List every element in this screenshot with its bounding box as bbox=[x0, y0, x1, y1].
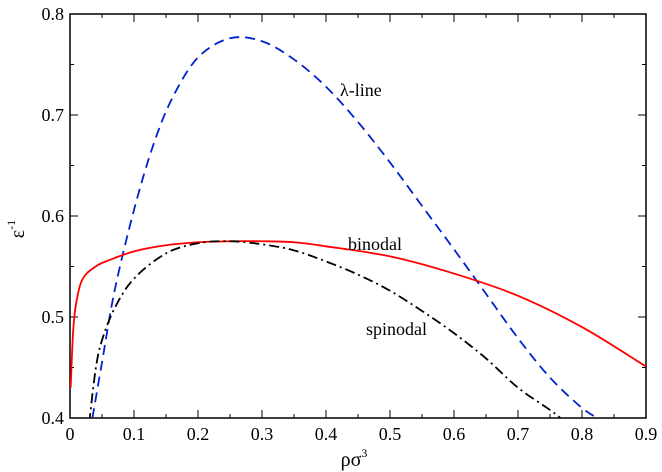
x-tick-label: 0.5 bbox=[379, 424, 402, 444]
x-tick-label: 0.7 bbox=[507, 424, 530, 444]
x-tick-label: 0.1 bbox=[123, 424, 146, 444]
x-tick-label: 0.6 bbox=[443, 424, 466, 444]
x-tick-label: 0.3 bbox=[251, 424, 274, 444]
x-tick-label: 0.4 bbox=[315, 424, 338, 444]
x-axis-title-sup: 3 bbox=[361, 446, 367, 460]
series-layer bbox=[70, 36, 646, 418]
spinodal-curve bbox=[88, 240, 562, 418]
y-axis-title: ε-1 bbox=[4, 220, 29, 238]
y-tick-label: 0.6 bbox=[42, 206, 65, 226]
lambda-line-label: λ-line bbox=[340, 80, 382, 100]
x-tick-labels: 0 0.1 0.2 0.3 0.4 0.5 0.6 0.7 0.8 0.9 bbox=[66, 424, 658, 444]
y-tick-label: 0.5 bbox=[42, 307, 65, 327]
binodal-label: binodal bbox=[348, 234, 402, 254]
y-tick-label: 0.7 bbox=[42, 105, 65, 125]
x-tick-label: 0.8 bbox=[571, 424, 594, 444]
lambda-line-curve bbox=[91, 36, 600, 418]
x-tick-label: 0 bbox=[66, 424, 75, 444]
binodal-curve bbox=[70, 240, 646, 388]
y-tick-label: 0.4 bbox=[42, 408, 65, 428]
spinodal-label: spinodal bbox=[366, 319, 427, 339]
y-axis-title-base: ε bbox=[7, 230, 29, 238]
y-tick-labels: 0.4 0.5 0.6 0.7 0.8 bbox=[42, 4, 65, 428]
y-axis-title-sup: -1 bbox=[4, 220, 18, 230]
axis-ticks bbox=[69, 13, 647, 419]
plot-frame bbox=[69, 13, 647, 419]
x-tick-label: 0.9 bbox=[635, 424, 658, 444]
x-axis-title-base: ρσ bbox=[341, 449, 362, 471]
x-tick-label: 0.2 bbox=[187, 424, 210, 444]
x-axis-title: ρσ3 bbox=[341, 446, 368, 471]
y-tick-label: 0.8 bbox=[42, 4, 65, 24]
